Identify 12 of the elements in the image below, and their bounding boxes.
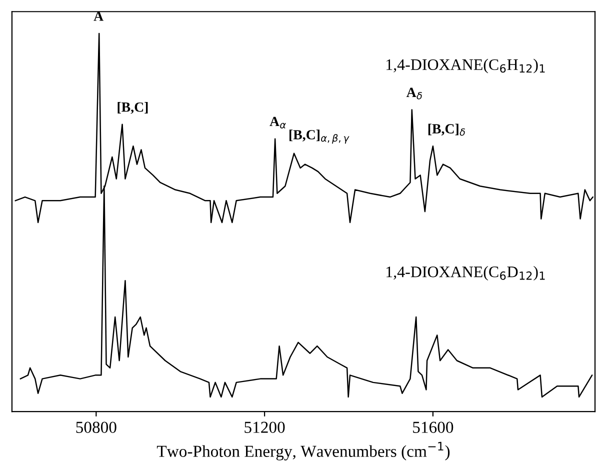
annotation: A$_{δ}$ (406, 88, 422, 100)
x-tick-label: 50800 (76, 422, 116, 433)
text: 1,4-DIOXANE(C$_{6}$H$_{12}$)$_{1}$ (386, 58, 545, 74)
x-tick-label: 51600 (413, 422, 454, 433)
text: 1,4-DIOXANE(C$_{6}$D$_{12}$)$_{1}$ (386, 266, 545, 281)
annotation: A (94, 12, 104, 21)
annotation: [B,C] (118, 102, 148, 114)
x-axis-title: Two-Photon Energy, Wavenumbers (cm$^{−1}$) (156, 442, 450, 460)
x-tick-label: 51200 (244, 422, 285, 433)
annotation: A$_{α}$ (270, 116, 286, 128)
annotation: [B,C]$_{δ}$ (428, 124, 465, 136)
annotation: [B,C]$_{α,β,γ}$ (289, 130, 350, 144)
